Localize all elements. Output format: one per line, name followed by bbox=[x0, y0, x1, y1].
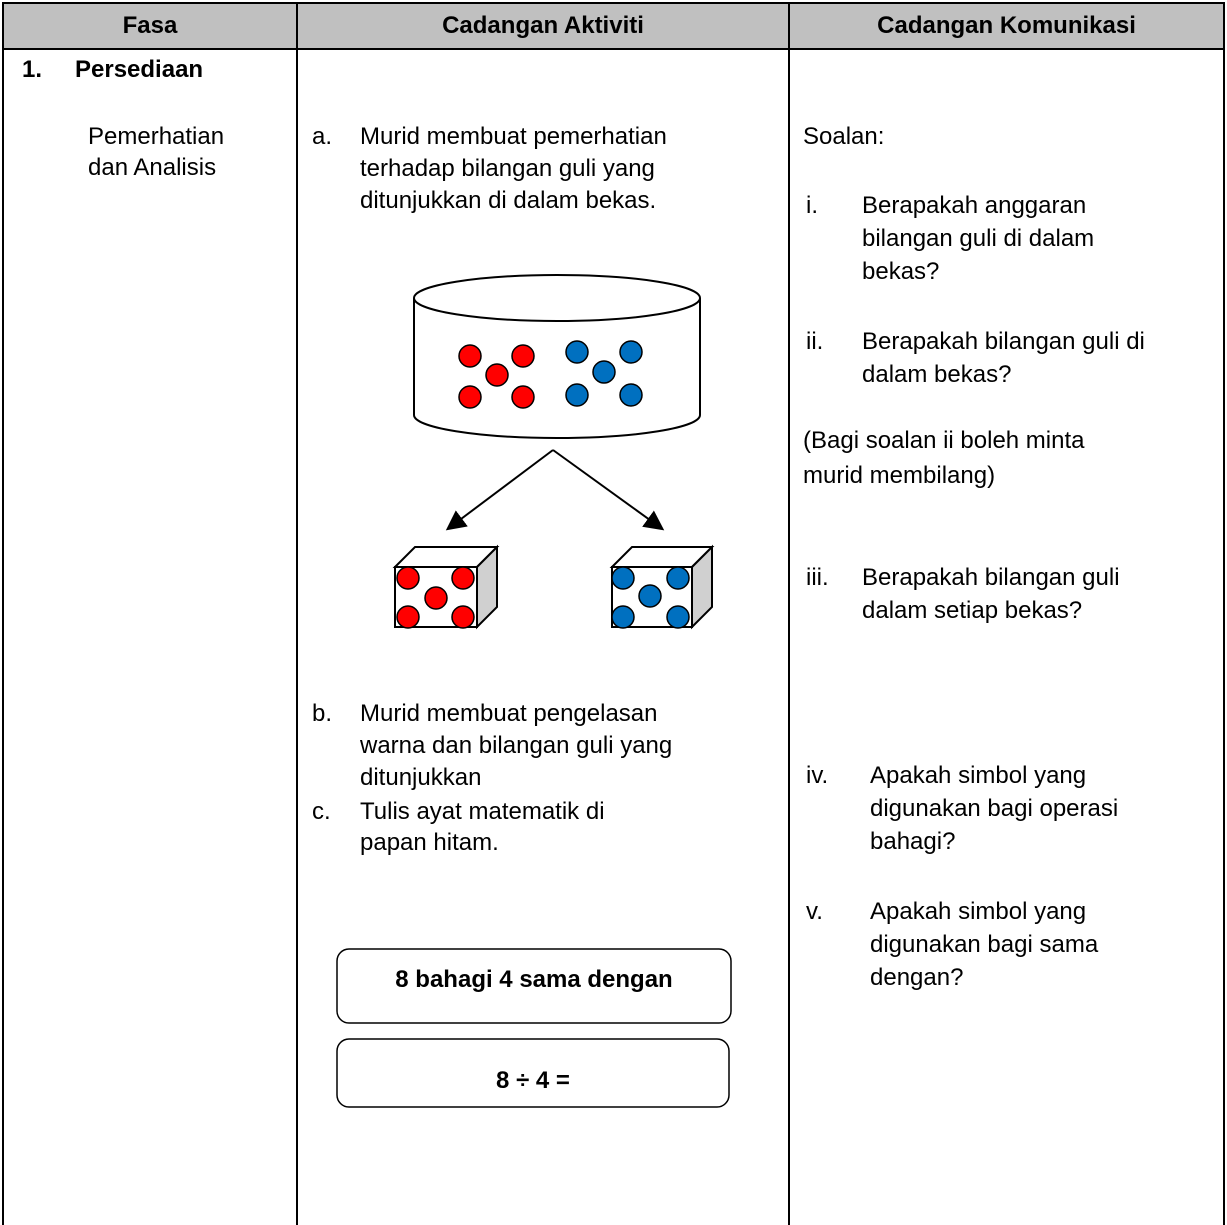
activity-text: terhadap bilangan guli yang bbox=[360, 155, 655, 182]
phase-number: 1. bbox=[22, 56, 43, 83]
question-text: Apakah simbol yang bbox=[870, 898, 1087, 925]
activity-text: Murid membuat pemerhatian bbox=[360, 123, 667, 150]
activity-marker: c. bbox=[312, 798, 331, 825]
communication-note: murid membilang) bbox=[803, 462, 996, 489]
question-text: dengan? bbox=[870, 964, 964, 991]
question-marker: i. bbox=[806, 192, 818, 219]
column-header: Cadangan Aktiviti bbox=[442, 12, 644, 39]
question-text: digunakan bagi operasi bbox=[870, 795, 1119, 822]
activity-marker: b. bbox=[312, 700, 333, 727]
phase-subtitle: dan Analisis bbox=[88, 154, 217, 181]
question-text: bekas? bbox=[862, 258, 940, 285]
activity-marker: a. bbox=[312, 123, 333, 150]
question-text: Berapakah anggaran bbox=[862, 192, 1087, 219]
activity-text: papan hitam. bbox=[360, 829, 499, 856]
question-marker: v. bbox=[806, 898, 823, 925]
math-box-text: 8 ÷ 4 = bbox=[496, 1067, 570, 1094]
question-text: Apakah simbol yang bbox=[870, 762, 1087, 789]
container-drawing bbox=[413, 274, 701, 439]
math-box-text: 8 bahagi 4 sama dengan bbox=[395, 966, 673, 993]
activity-text: ditunjukkan bbox=[360, 764, 482, 791]
question-text: digunakan bagi sama bbox=[870, 931, 1099, 958]
question-text: Berapakah bilangan guli di bbox=[862, 328, 1145, 355]
phase-subtitle: Pemerhatian bbox=[88, 123, 225, 150]
activity-text: warna dan bilangan guli yang bbox=[360, 732, 673, 759]
column-header: Fasa bbox=[122, 12, 178, 39]
question-marker: ii. bbox=[806, 328, 824, 355]
question-marker: iv. bbox=[806, 762, 829, 789]
column-header: Cadangan Komunikasi bbox=[877, 12, 1136, 39]
phase-title: Persediaan bbox=[75, 56, 204, 83]
activity-text: Tulis ayat matematik di bbox=[360, 798, 605, 825]
question-text: bahagi? bbox=[870, 828, 956, 855]
question-text: dalam setiap bekas? bbox=[862, 597, 1083, 624]
question-marker: iii. bbox=[806, 564, 829, 591]
communication-note: (Bagi soalan ii boleh minta bbox=[803, 427, 1085, 454]
question-text: dalam bekas? bbox=[862, 361, 1012, 388]
question-text: Berapakah bilangan guli bbox=[862, 564, 1120, 591]
activity-text: ditunjukkan di dalam bekas. bbox=[360, 187, 657, 214]
communication-heading: Soalan: bbox=[803, 123, 885, 150]
question-text: bilangan guli di dalam bbox=[862, 225, 1095, 252]
activity-text: Murid membuat pengelasan bbox=[360, 700, 658, 727]
